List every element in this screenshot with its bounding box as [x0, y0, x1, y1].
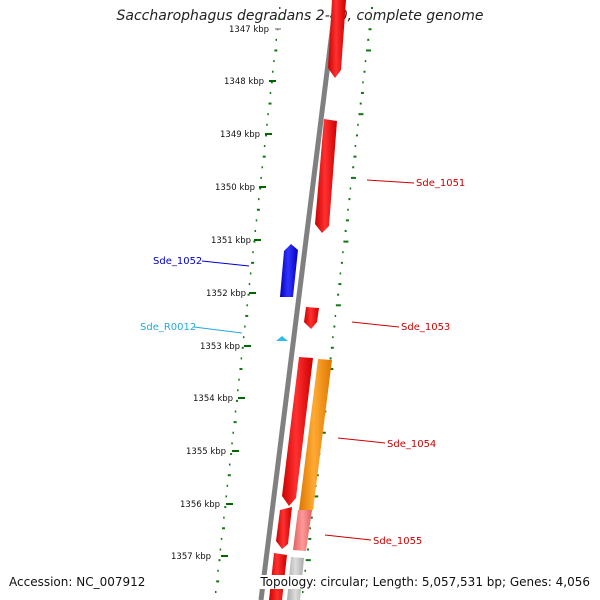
tick-label: 1350 kbp	[215, 183, 255, 193]
gc-ring-inner	[215, 7, 281, 593]
tick-label: 1352 kbp	[206, 289, 246, 299]
orange-feature[interactable]	[299, 359, 332, 510]
tick-label: 1354 kbp	[193, 394, 233, 404]
gene-labels: Sde_1051 Sde_1052 Sde_1053 Sde_R0012 Sde…	[140, 178, 465, 547]
cds-feature-sde-1051[interactable]	[315, 119, 337, 233]
gene-label-sde-1052[interactable]: Sde_1052	[153, 256, 202, 267]
tick-label: 1357 kbp	[171, 552, 211, 562]
tick-label: 1351 kbp	[211, 236, 251, 246]
map-title: Saccharophagus degradans 2-40, complete …	[116, 8, 484, 24]
tick-label: 1348 kbp	[224, 77, 264, 87]
gene-label-sde-1051[interactable]: Sde_1051	[416, 178, 465, 189]
gene-label-sde-r0012[interactable]: Sde_R0012	[140, 322, 196, 333]
genome-backbone	[258, 0, 339, 600]
tick-axis: 1347 kbp 1348 kbp 1349 kbp 1350 kbp 1351…	[171, 25, 281, 562]
tick-label: 1353 kbp	[200, 342, 240, 352]
pink-feature[interactable]	[293, 510, 312, 551]
cds-feature-sde-1052[interactable]	[280, 244, 298, 297]
genome-summary: Topology: circular; Length: 5,057,531 bp…	[260, 575, 590, 589]
cds-feature[interactable]	[328, 0, 346, 78]
rna-feature-sde-r0012[interactable]	[276, 336, 288, 341]
tick-label: 1355 kbp	[186, 447, 226, 457]
gene-label-sde-1055[interactable]: Sde_1055	[373, 536, 422, 547]
gene-label-sde-1053[interactable]: Sde_1053	[401, 322, 450, 333]
feature-track	[269, 0, 346, 600]
tick-label: 1356 kbp	[180, 500, 220, 510]
accession-label: Accession: NC_007912	[9, 575, 146, 589]
tick-label: 1347 kbp	[229, 25, 269, 35]
tick-label: 1349 kbp	[220, 130, 260, 140]
cds-feature-sde-1055[interactable]	[276, 507, 292, 549]
cds-feature-sde-1054[interactable]	[282, 357, 313, 506]
cds-feature-sde-1053[interactable]	[304, 307, 319, 329]
gene-label-sde-1054[interactable]: Sde_1054	[387, 439, 436, 450]
